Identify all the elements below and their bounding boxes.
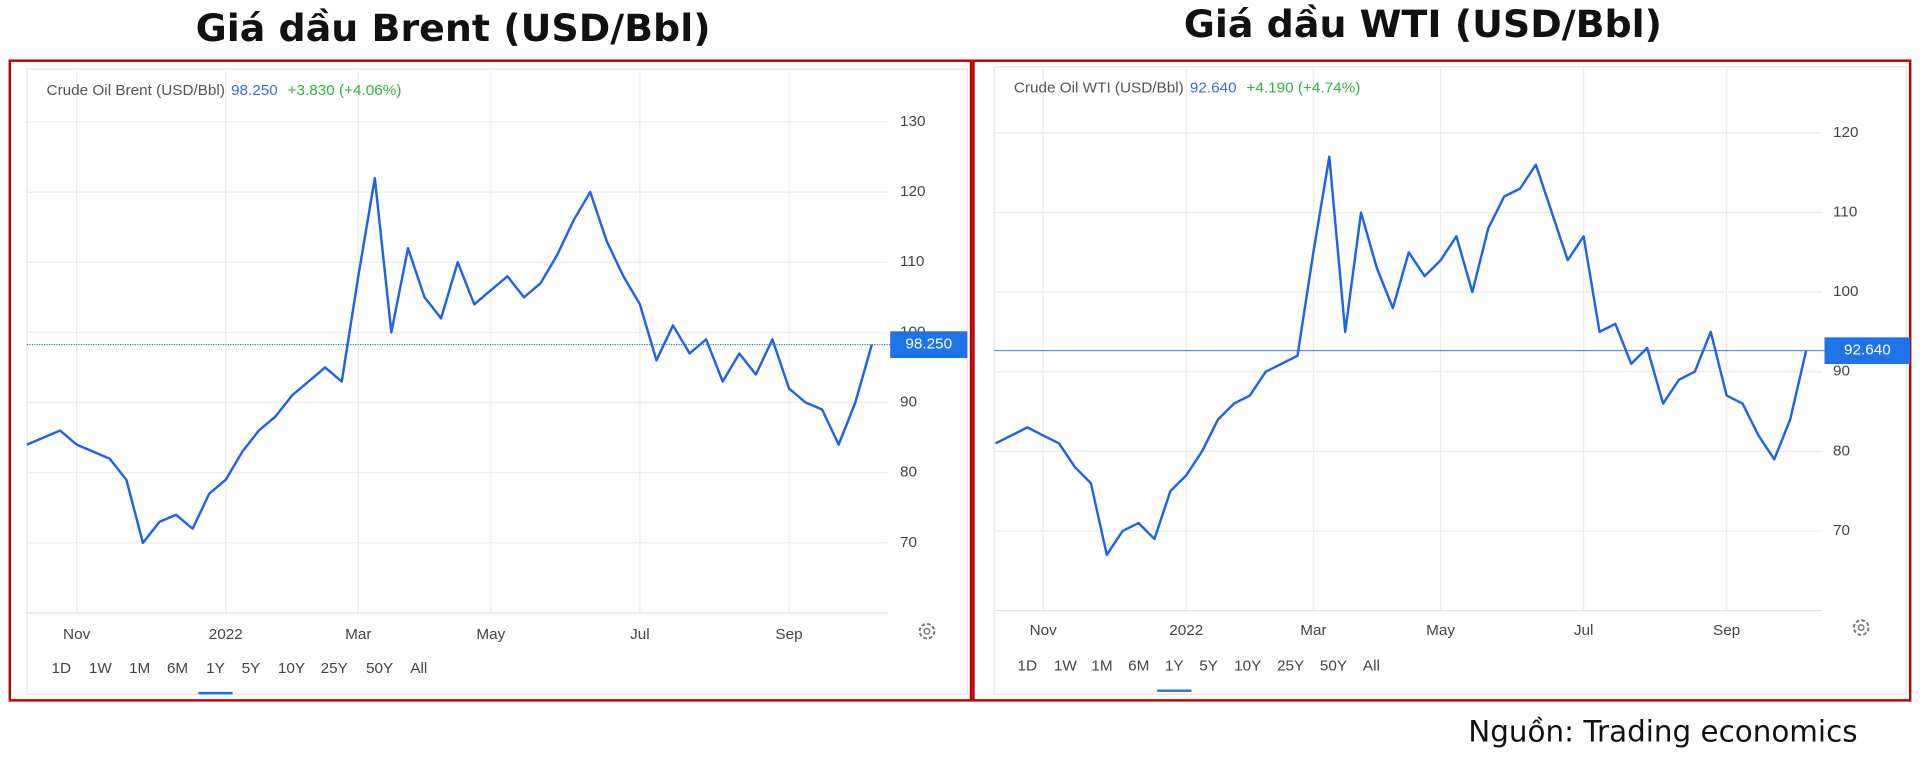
last-price-badge	[890, 331, 968, 359]
range-button[interactable]: 5Y	[242, 660, 261, 677]
chart-panel: Giá dầu WTI (USD/Bbl) 70 80 90 100 110 120 Nov 2…	[972, 2, 1912, 702]
price-line	[994, 155, 1808, 557]
range-button[interactable]: 50Y	[366, 660, 393, 677]
range-button[interactable]: 1W	[1054, 657, 1078, 674]
y-tick-label: 100	[1833, 283, 1859, 300]
x-tick-label: Mar	[345, 626, 371, 643]
range-button[interactable]: 1D	[1018, 657, 1038, 674]
chart-title: Giá dầu Brent (USD/Bbl)	[196, 6, 711, 50]
gear-inner	[1857, 624, 1865, 631]
last-price: 98.250	[231, 82, 278, 99]
range-button[interactable]: 1M	[1091, 657, 1112, 674]
price-line	[26, 176, 874, 545]
range-button[interactable]: 50Y	[1320, 657, 1347, 674]
x-tick-label: Sep	[1713, 622, 1740, 639]
x-tick-label: May	[476, 626, 505, 643]
gear-outer	[918, 622, 936, 640]
x-tick-label: Jul	[1574, 622, 1594, 639]
y-tick-label: 80	[900, 464, 917, 481]
y-tick-label: 130	[900, 113, 926, 130]
x-tick-label: Nov	[63, 626, 91, 643]
range-button[interactable]: 10Y	[278, 660, 305, 677]
chart-card	[26, 68, 968, 695]
range-button[interactable]: 1W	[89, 660, 113, 677]
range-button[interactable]: 6M	[1128, 657, 1149, 674]
chart-card	[993, 66, 1908, 695]
x-tick-label: Jul	[630, 626, 650, 643]
range-button[interactable]: 5Y	[1199, 657, 1218, 674]
y-tick-label: 80	[1833, 442, 1850, 459]
y-tick-label: 90	[1833, 363, 1850, 380]
range-button[interactable]: 25Y	[321, 660, 348, 677]
last-price-label: 92.640	[1844, 342, 1891, 359]
gear-inner	[923, 627, 931, 635]
y-tick-label: 90	[900, 394, 917, 411]
settings-icon[interactable]	[918, 622, 936, 640]
source-note: Nguồn: Trading economics	[1468, 715, 1857, 749]
range-button[interactable]: 1D	[51, 660, 71, 677]
x-tick-label: 2022	[209, 626, 243, 643]
gear-outer	[1852, 619, 1870, 636]
y-tick-label: 70	[1833, 522, 1850, 539]
x-tick-label: 2022	[1169, 622, 1203, 639]
price-change: +4.190 (+4.74%)	[1246, 80, 1360, 97]
symbol-name: Crude Oil WTI (USD/Bbl)	[1014, 80, 1184, 97]
price-change: +3.830 (+4.06%)	[288, 82, 402, 99]
symbol-name: Crude Oil Brent (USD/Bbl)	[47, 82, 225, 99]
x-tick-label: May	[1426, 622, 1455, 639]
range-button[interactable]: All	[1363, 657, 1380, 674]
y-tick-label: 120	[1833, 124, 1859, 141]
y-tick-label: 70	[900, 534, 917, 551]
chart-title: Giá dầu WTI (USD/Bbl)	[1184, 2, 1662, 46]
range-button[interactable]: 1Y	[206, 660, 225, 677]
settings-icon[interactable]	[1852, 619, 1870, 636]
chart-panel: Giá dầu Brent (USD/Bbl)70809010011012013…	[8, 6, 973, 702]
x-tick-label: Sep	[775, 626, 802, 643]
x-tick-label: Nov	[1030, 622, 1058, 639]
range-button[interactable]: All	[410, 660, 427, 677]
range-button[interactable]: 25Y	[1277, 657, 1304, 674]
last-price-badge	[1824, 337, 1911, 365]
last-price-label: 98.250	[905, 336, 952, 353]
y-tick-label: 120	[900, 183, 926, 200]
range-button[interactable]: 6M	[167, 660, 188, 677]
y-tick-label: 110	[1833, 204, 1857, 221]
last-price: 92.640	[1190, 80, 1237, 97]
range-button[interactable]: 10Y	[1234, 657, 1261, 674]
range-button[interactable]: 1M	[129, 660, 150, 677]
x-tick-label: Mar	[1300, 622, 1326, 639]
range-button[interactable]: 1Y	[1165, 657, 1184, 674]
y-tick-label: 110	[900, 253, 924, 270]
